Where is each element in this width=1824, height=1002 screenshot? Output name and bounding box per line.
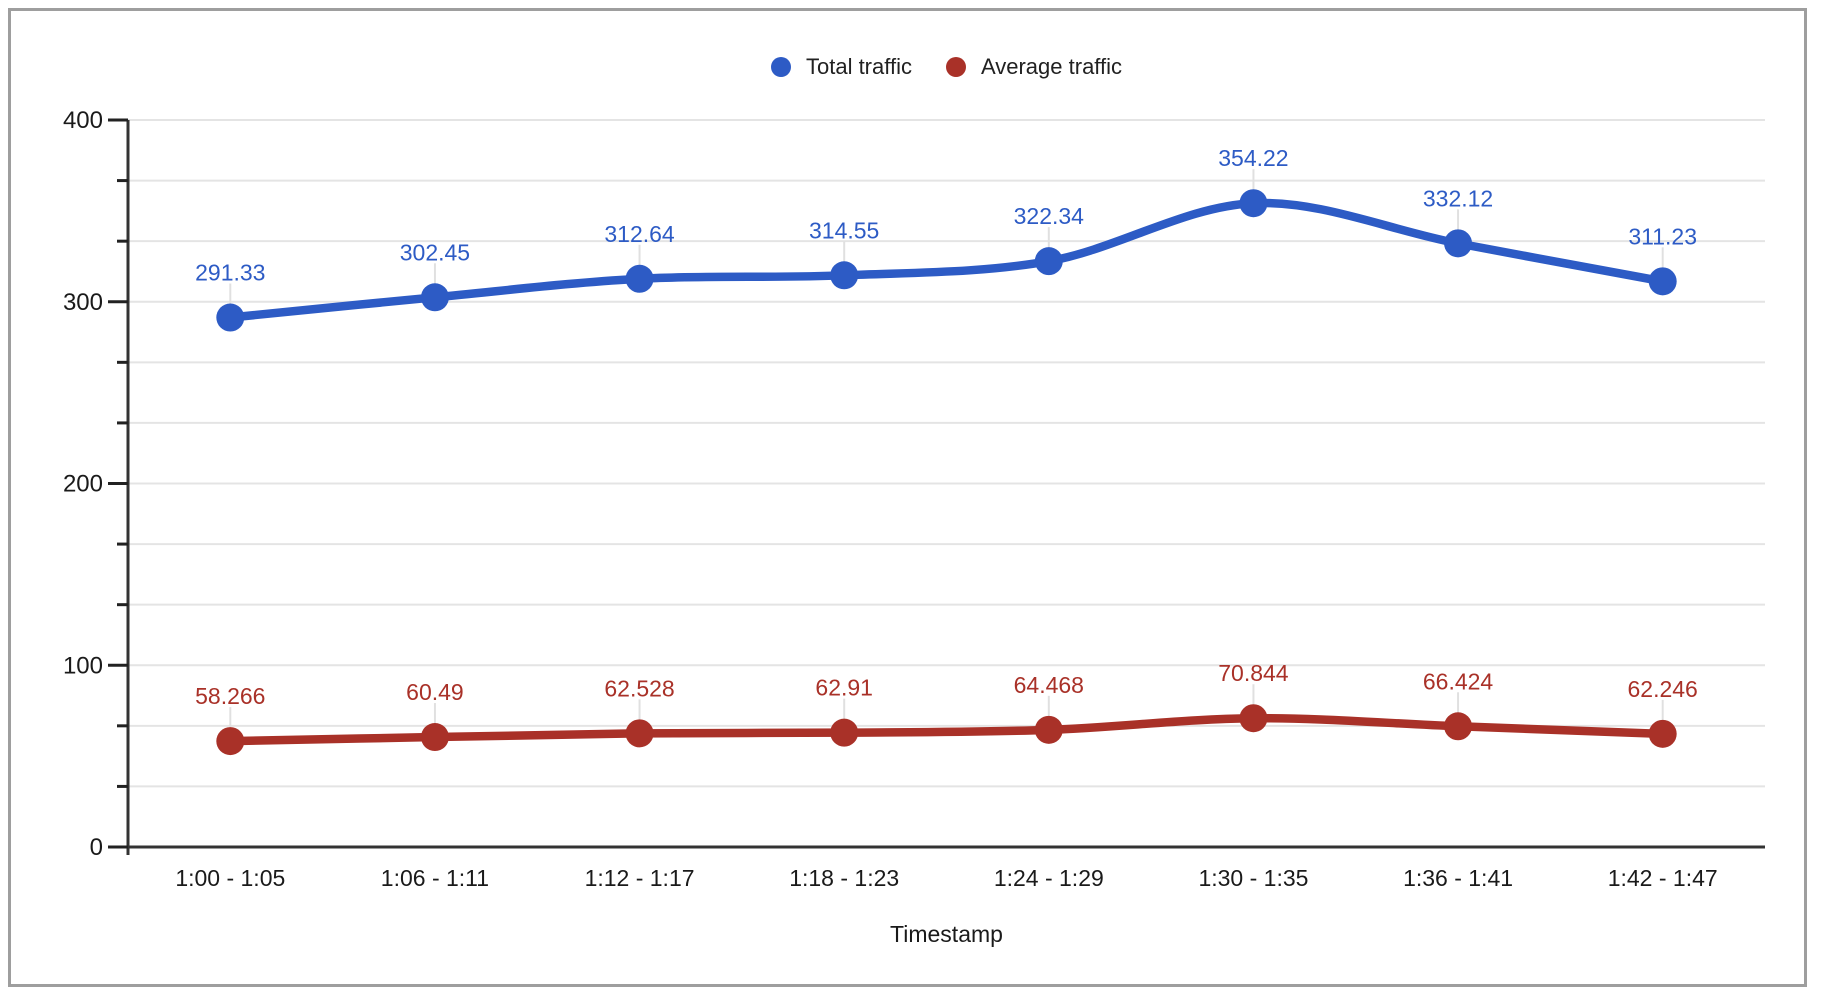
chart-outer-frame <box>8 8 1807 987</box>
x-axis-tick-label: 1:42 - 1:47 <box>1608 865 1718 891</box>
data-point-marker-total-traffic <box>420 283 449 312</box>
data-point-marker-average-traffic <box>1239 704 1268 733</box>
data-point-label-average-traffic: 70.844 <box>1218 660 1289 686</box>
legend-item-average-traffic: Average traffic <box>945 54 1123 80</box>
data-point-label-average-traffic: 62.528 <box>604 675 674 701</box>
data-point-marker-total-traffic <box>830 261 859 290</box>
data-point-marker-average-traffic <box>1648 719 1677 748</box>
x-axis-title: Timestamp <box>890 921 1003 947</box>
data-point-label-total-traffic: 291.33 <box>195 260 265 286</box>
data-point-label-average-traffic: 60.49 <box>406 679 464 705</box>
data-point-label-total-traffic: 354.22 <box>1218 145 1288 171</box>
data-point-marker-average-traffic <box>420 723 449 752</box>
data-point-label-average-traffic: 62.246 <box>1628 676 1698 702</box>
y-axis-tick-label: 100 <box>63 652 103 679</box>
series-line-total-traffic <box>226 198 1667 322</box>
data-point-marker-total-traffic <box>1444 229 1473 258</box>
data-point-label-total-traffic: 332.12 <box>1423 185 1493 211</box>
x-axis-tick-label: 1:12 - 1:17 <box>585 865 695 891</box>
x-axis-tick-label: 1:36 - 1:41 <box>1403 865 1513 891</box>
data-point-marker-total-traffic <box>625 264 654 293</box>
x-axis-tick-label: 1:00 - 1:05 <box>175 865 285 891</box>
chart-legend: Total traffic Average traffic <box>128 52 1765 82</box>
legend-marker-average-traffic-icon <box>945 57 966 77</box>
data-point-marker-average-traffic <box>830 718 859 747</box>
legend-item-total-traffic: Total traffic <box>770 54 912 80</box>
data-point-label-average-traffic: 62.91 <box>815 675 873 701</box>
data-point-marker-average-traffic <box>1034 715 1063 744</box>
x-axis-tick-label: 1:06 - 1:11 <box>381 865 489 891</box>
y-axis-tick-label: 300 <box>63 289 103 316</box>
data-point-marker-total-traffic <box>216 303 245 332</box>
data-point-marker-total-traffic <box>1648 267 1677 296</box>
y-axis-tick-label: 0 <box>90 834 103 861</box>
data-point-label-total-traffic: 314.55 <box>809 217 879 243</box>
x-axis-tick-label: 1:18 - 1:23 <box>789 865 899 891</box>
data-point-label-average-traffic: 66.424 <box>1423 668 1494 694</box>
data-point-label-average-traffic: 58.266 <box>195 683 265 709</box>
legend-marker-total-traffic-icon <box>770 57 791 77</box>
legend-label-total-traffic: Total traffic <box>805 54 912 79</box>
data-point-marker-total-traffic <box>1239 189 1268 218</box>
y-axis-tick-label: 200 <box>63 471 103 498</box>
data-point-label-total-traffic: 302.45 <box>400 239 470 265</box>
data-point-marker-average-traffic <box>625 719 654 748</box>
data-point-label-total-traffic: 311.23 <box>1628 223 1697 249</box>
data-point-label-total-traffic: 322.34 <box>1014 203 1085 229</box>
data-point-label-total-traffic: 312.64 <box>604 221 675 247</box>
data-point-marker-average-traffic <box>216 727 245 756</box>
data-point-marker-total-traffic <box>1034 247 1063 276</box>
legend-label-average-traffic: Average traffic <box>980 54 1123 79</box>
x-axis-tick-label: 1:30 - 1:35 <box>1198 865 1308 891</box>
data-point-label-average-traffic: 64.468 <box>1014 672 1084 698</box>
data-point-marker-average-traffic <box>1444 712 1473 741</box>
series-line-average-traffic <box>226 713 1667 746</box>
y-axis-tick-label: 400 <box>63 107 103 134</box>
x-axis-tick-label: 1:24 - 1:29 <box>994 865 1104 891</box>
